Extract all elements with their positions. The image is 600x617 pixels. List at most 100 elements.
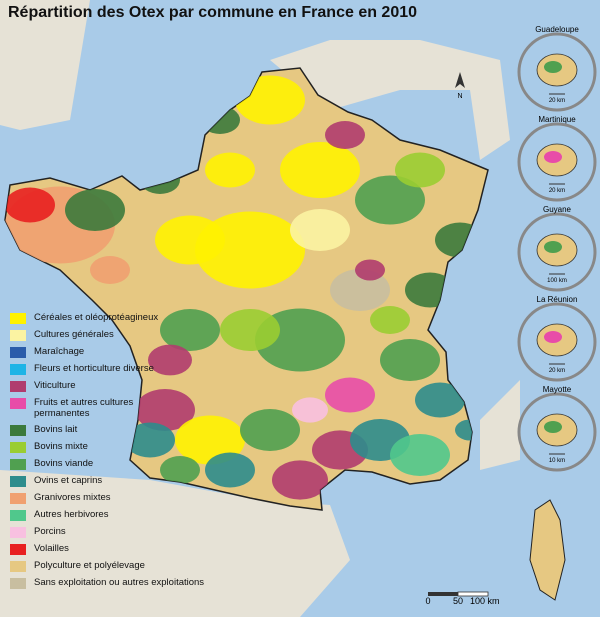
legend-label: Volailles	[34, 543, 69, 554]
north-arrow-shape	[455, 72, 465, 88]
legend-item: Fleurs et horticulture diverse	[10, 363, 215, 375]
inset-patch	[544, 241, 562, 253]
insets: Guadeloupe 20 km Martinique 20 km Guyane 100 …	[517, 25, 597, 472]
legend-swatch	[10, 544, 26, 555]
legend-item: Fruits et autres cultures permanentes	[10, 397, 215, 419]
inset-scale-label: 20 km	[549, 98, 565, 104]
map-patch	[220, 309, 280, 351]
legend-item: Porcins	[10, 526, 215, 538]
map-patch	[292, 397, 328, 423]
legend-swatch	[10, 425, 26, 436]
legend-swatch	[10, 330, 26, 341]
legend-swatch	[10, 527, 26, 538]
map-patch	[415, 382, 465, 418]
legend-label: Fleurs et horticulture diverse	[34, 363, 154, 374]
scale-label: 100 km	[470, 596, 500, 606]
legend-label: Porcins	[34, 526, 66, 537]
legend-swatch	[10, 347, 26, 358]
map-patch	[355, 175, 425, 225]
north-arrow: N	[455, 72, 465, 100]
legend-label: Ovins et caprins	[34, 475, 103, 486]
map-patch	[65, 189, 125, 231]
legend-swatch	[10, 510, 26, 521]
legend-label: Fruits et autres cultures permanentes	[34, 397, 134, 419]
map-patch	[135, 389, 195, 431]
legend-swatch	[10, 476, 26, 487]
inset-name: Guyane	[543, 205, 572, 214]
inset-scale-label: 20 km	[549, 368, 565, 374]
legend-label: Bovins viande	[34, 458, 94, 469]
map-patch	[160, 309, 220, 351]
map-patch	[205, 452, 255, 488]
legend-swatch	[10, 364, 26, 375]
map-patch	[148, 344, 192, 376]
map-patch	[280, 142, 360, 198]
legend-item: Granivores mixtes	[10, 492, 215, 504]
legend-swatch	[10, 442, 26, 453]
legend-item: Bovins mixte	[10, 441, 215, 453]
inset-name: Martinique	[538, 115, 576, 124]
uk-land	[0, 0, 90, 130]
inset-name: La Réunion	[537, 295, 578, 304]
legend-label: Bovins lait	[34, 424, 78, 435]
inset-name: Guadeloupe	[535, 25, 579, 34]
map-patch	[90, 256, 130, 284]
legend-item: Polyculture et polyélevage	[10, 560, 215, 572]
legend-swatch	[10, 381, 26, 392]
legend-swatch	[10, 398, 26, 409]
legend-item: Bovins lait	[10, 424, 215, 436]
legend: Céréales et oléoprotéagineux Cultures gén…	[10, 312, 215, 594]
legend-label: Granivores mixtes	[34, 492, 111, 503]
map-patch	[395, 152, 445, 188]
map-patch	[125, 272, 175, 308]
map-patch	[160, 456, 200, 484]
legend-label: Polyculture et polyélevage	[34, 560, 145, 571]
legend-item: Céréales et oléoprotéagineux	[10, 312, 215, 324]
legend-item: Bovins viande	[10, 458, 215, 470]
map-patch	[370, 306, 410, 334]
legend-swatch	[10, 313, 26, 324]
map-patch	[325, 377, 375, 413]
map-patch	[125, 422, 175, 458]
inset-patch	[544, 61, 562, 73]
legend-item: Maraîchage	[10, 346, 215, 358]
map-patch	[325, 121, 365, 149]
scale-seg	[428, 592, 458, 596]
map-patch	[355, 259, 385, 281]
map-patch	[380, 339, 440, 381]
title: Répartition des Otex par commune en Fran…	[8, 4, 418, 21]
legend-label: Maraîchage	[34, 346, 85, 357]
legend-swatch	[10, 459, 26, 470]
map-patch	[195, 211, 305, 289]
legend-label: Autres herbivores	[34, 509, 109, 520]
map-patch	[155, 215, 225, 265]
map-patch	[5, 187, 55, 223]
legend-item: Sans exploitation ou autres exploitation…	[10, 577, 215, 589]
scale-label: 0	[425, 596, 430, 606]
neighbour-land	[270, 40, 510, 160]
legend-label: Viticulture	[34, 380, 76, 391]
legend-item: Volailles	[10, 543, 215, 555]
legend-item: Cultures générales	[10, 329, 215, 341]
map-patch	[175, 415, 245, 465]
scale-label: 50	[453, 596, 463, 606]
legend-swatch	[10, 578, 26, 589]
map-patch	[272, 460, 328, 500]
map-patch	[290, 209, 350, 251]
inset-scale-label: 100 km	[547, 278, 567, 284]
map-patch	[390, 434, 450, 476]
corsica	[529, 499, 566, 601]
legend-label: Bovins mixte	[34, 441, 88, 452]
inset-patch	[544, 331, 562, 343]
north-label: N	[457, 93, 462, 100]
map-patterns	[5, 75, 485, 500]
legend-item: Autres herbivores	[10, 509, 215, 521]
legend-item: Viticulture	[10, 380, 215, 392]
italy-land	[480, 380, 520, 470]
scale-bar: 0 50 100 km	[425, 591, 500, 606]
inset-name: Mayotte	[543, 385, 572, 394]
scale-seg	[457, 591, 489, 597]
legend-label: Sans exploitation ou autres exploitation…	[34, 577, 205, 588]
